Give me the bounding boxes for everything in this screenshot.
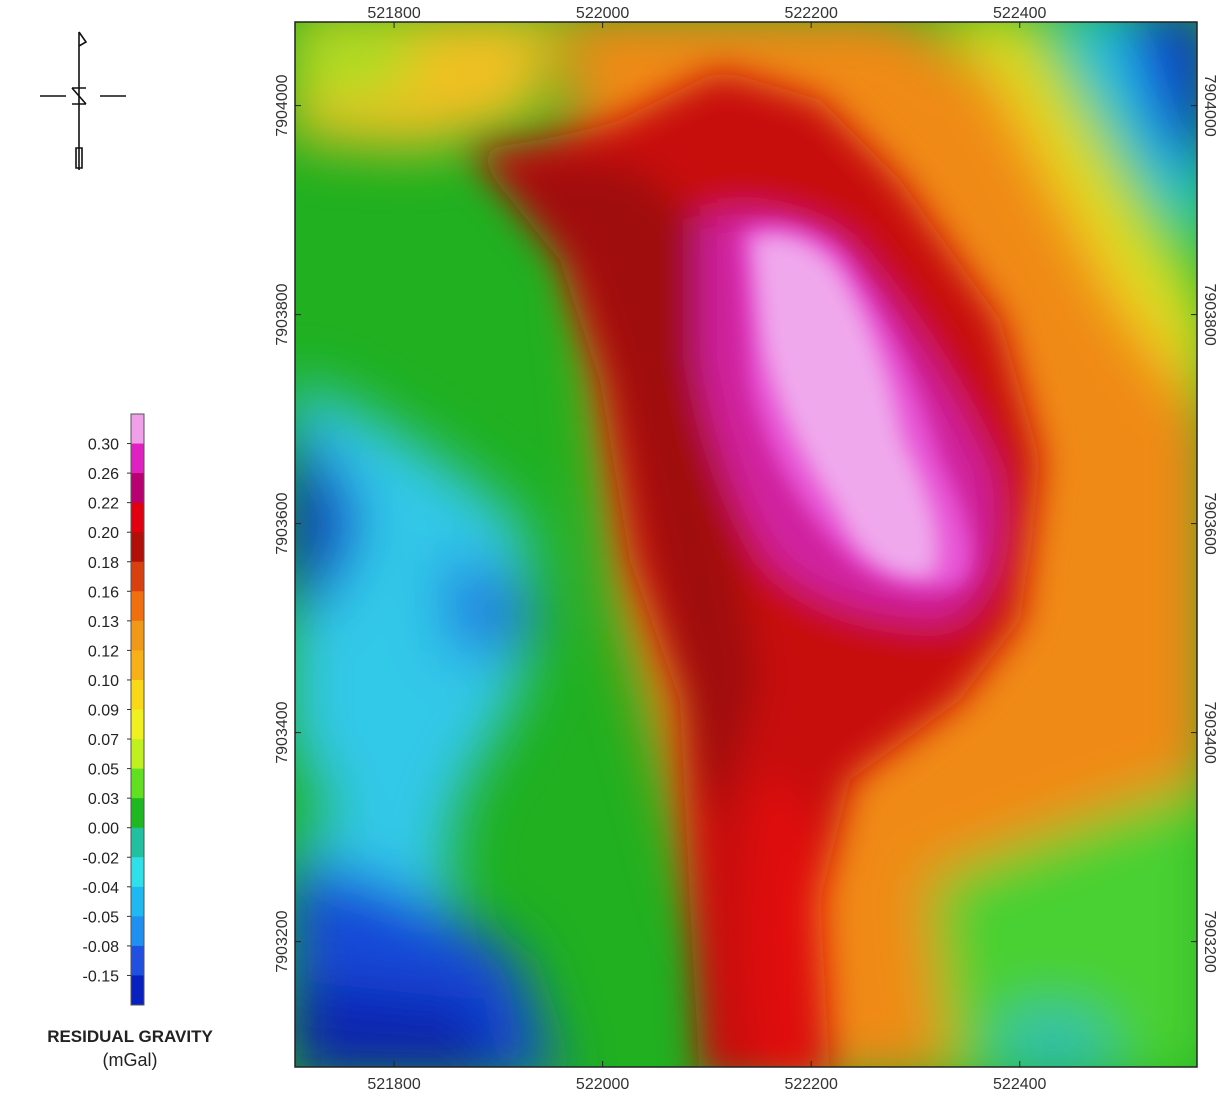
legend-swatch: [131, 561, 144, 592]
legend-title: RESIDUAL GRAVITY: [47, 1027, 213, 1046]
legend-value-label: 0.22: [88, 496, 119, 513]
y-tick-label-left: 7903600: [274, 492, 291, 554]
y-tick-label-left: 7903400: [274, 701, 291, 763]
color-legend: 0.30 0.26 0.22 0.20 0.18 0.16 0.13 0.12 0.10 0.09…: [83, 413, 145, 1006]
legend-value-label: 0.10: [88, 673, 119, 690]
legend-value-label: 0.30: [88, 437, 119, 454]
legend-value-label: 0.18: [88, 555, 119, 572]
legend-swatch: [131, 591, 144, 622]
map-axes: 521800 521800 522000 522000 522200 522200 5224…: [274, 5, 1218, 1093]
legend-value-label: 0.05: [88, 762, 119, 779]
y-tick-label-right: 7903800: [1201, 283, 1218, 345]
legend-swatch: [131, 443, 144, 474]
legend-value-label: 0.12: [88, 643, 119, 660]
legend-value-label: 0.07: [88, 732, 119, 749]
x-tick-label-bottom: 522000: [576, 1076, 629, 1093]
x-tick-label-top: 522400: [993, 5, 1046, 22]
legend-value-label: 0.16: [88, 584, 119, 601]
legend-value-label: -0.04: [83, 880, 120, 897]
legend-value-label: -0.05: [83, 909, 120, 926]
y-tick-label-left: 7903800: [274, 283, 291, 345]
legend-swatch: [131, 827, 144, 858]
legend-swatch: [131, 975, 144, 1006]
legend-value-label: -0.08: [83, 939, 120, 956]
legend-swatch: [131, 857, 144, 888]
legend-value-label: -0.02: [83, 850, 120, 867]
legend-swatch: [131, 709, 144, 740]
x-tick-label-bottom: 522200: [784, 1076, 837, 1093]
x-tick-label-top: 521800: [367, 5, 420, 22]
legend-unit: (mGal): [103, 1050, 158, 1070]
legend-swatch: [131, 945, 144, 976]
legend-value-label: 0.26: [88, 466, 119, 483]
x-tick-label-bottom: 521800: [367, 1076, 420, 1093]
legend-value-label: 0.13: [88, 614, 119, 631]
legend-swatch: [131, 798, 144, 829]
y-tick-label-right: 7903200: [1201, 910, 1218, 972]
legend-swatch: [131, 473, 144, 504]
x-tick-label-bottom: 522400: [993, 1076, 1046, 1093]
map-frame: [294, 21, 1198, 1068]
legend-swatch: [131, 916, 144, 947]
y-tick-label-right: 7903400: [1201, 701, 1218, 763]
legend-swatch: [131, 886, 144, 917]
legend-swatch: [131, 679, 144, 710]
y-tick-label-right: 7903600: [1201, 492, 1218, 554]
legend-swatch: [131, 502, 144, 533]
legend-swatch: [131, 620, 144, 651]
legend-value-label: 0.03: [88, 791, 119, 808]
legend-value-label: 0.00: [88, 821, 119, 838]
y-tick-label-left: 7903200: [274, 910, 291, 972]
legend-value-label: -0.15: [83, 968, 120, 985]
legend-value-label: 0.20: [88, 525, 119, 542]
north-arrow-icon: [40, 31, 126, 170]
legend-swatch: [131, 414, 144, 445]
legend-value-label: 0.09: [88, 703, 119, 720]
x-tick-label-top: 522000: [576, 5, 629, 22]
x-tick-label-top: 522200: [784, 5, 837, 22]
legend-swatch: [131, 768, 144, 799]
y-tick-label-right: 7904000: [1201, 74, 1218, 136]
legend-swatch: [131, 739, 144, 770]
gravity-anomaly-map: [295, 22, 1197, 1067]
legend-swatch: [131, 532, 144, 563]
legend-swatch: [131, 650, 144, 681]
y-tick-label-left: 7904000: [274, 74, 291, 136]
